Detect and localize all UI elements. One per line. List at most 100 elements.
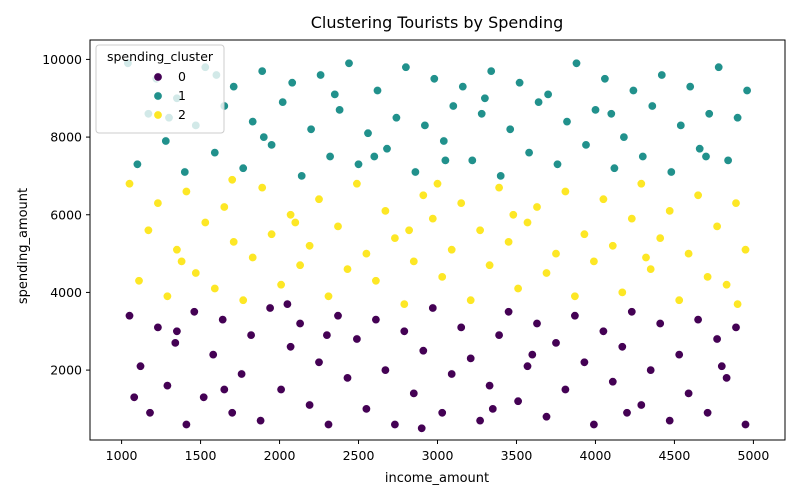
point-cluster-2 bbox=[703, 272, 713, 282]
point-cluster-2 bbox=[323, 291, 333, 301]
point-cluster-0 bbox=[560, 384, 570, 394]
point-cluster-1 bbox=[248, 117, 258, 127]
point-cluster-1 bbox=[676, 120, 686, 130]
point-cluster-0 bbox=[322, 330, 332, 340]
point-cluster-2 bbox=[314, 194, 324, 204]
point-cluster-2 bbox=[712, 221, 722, 231]
point-cluster-0 bbox=[608, 377, 618, 387]
point-cluster-2 bbox=[684, 249, 694, 259]
point-cluster-1 bbox=[161, 136, 171, 146]
point-cluster-0 bbox=[456, 322, 466, 332]
point-cluster-0 bbox=[237, 369, 247, 379]
point-cluster-2 bbox=[475, 225, 485, 235]
point-cluster-1 bbox=[628, 86, 638, 96]
point-cluster-2 bbox=[579, 229, 589, 239]
point-cluster-0 bbox=[693, 315, 703, 325]
point-cluster-0 bbox=[731, 322, 741, 332]
point-cluster-0 bbox=[409, 388, 419, 398]
point-cluster-1 bbox=[467, 155, 477, 165]
point-cluster-1 bbox=[619, 132, 629, 142]
point-cluster-0 bbox=[417, 423, 427, 433]
point-cluster-0 bbox=[246, 330, 256, 340]
point-cluster-0 bbox=[522, 361, 532, 371]
point-cluster-2 bbox=[693, 190, 703, 200]
point-cluster-0 bbox=[513, 396, 523, 406]
point-cluster-2 bbox=[200, 218, 210, 228]
point-cluster-2 bbox=[432, 179, 442, 189]
point-cluster-2 bbox=[172, 245, 182, 255]
point-cluster-2 bbox=[153, 198, 163, 208]
legend-label-1: 1 bbox=[178, 88, 186, 103]
point-cluster-0 bbox=[323, 419, 333, 429]
point-cluster-1 bbox=[581, 140, 591, 150]
point-cluster-2 bbox=[646, 264, 656, 274]
points-layer bbox=[123, 58, 752, 433]
point-cluster-0 bbox=[361, 404, 371, 414]
point-cluster-0 bbox=[129, 392, 139, 402]
point-cluster-0 bbox=[532, 318, 542, 328]
point-cluster-1 bbox=[647, 101, 657, 111]
point-cluster-2 bbox=[418, 190, 428, 200]
point-cluster-2 bbox=[508, 210, 518, 220]
point-cluster-2 bbox=[617, 287, 627, 297]
point-cluster-0 bbox=[712, 334, 722, 344]
point-cluster-0 bbox=[227, 408, 237, 418]
point-cluster-1 bbox=[325, 152, 335, 162]
point-cluster-2 bbox=[551, 249, 561, 259]
point-cluster-0 bbox=[218, 315, 228, 325]
point-cluster-2 bbox=[125, 179, 135, 189]
point-cluster-1 bbox=[382, 144, 392, 154]
point-cluster-0 bbox=[627, 307, 637, 317]
point-cluster-1 bbox=[534, 97, 544, 107]
point-cluster-1 bbox=[448, 101, 458, 111]
point-cluster-1 bbox=[505, 124, 515, 134]
y-tick-label: 6000 bbox=[50, 207, 82, 222]
point-cluster-0 bbox=[674, 350, 684, 360]
point-cluster-0 bbox=[740, 419, 750, 429]
y-tick-label: 2000 bbox=[50, 363, 82, 378]
point-cluster-0 bbox=[579, 357, 589, 367]
point-cluster-0 bbox=[125, 311, 135, 321]
axes-layer: 1000 1500 2000 2500 3000 3500 4000 4500 5000 2000… bbox=[42, 52, 769, 463]
point-cluster-2 bbox=[286, 210, 296, 220]
legend-box bbox=[95, 44, 225, 134]
chart-title: Clustering Tourists by Spending bbox=[311, 13, 564, 32]
x-tick-label: 2500 bbox=[343, 448, 375, 463]
point-cluster-2 bbox=[333, 221, 343, 231]
legend-label-0: 0 bbox=[178, 69, 186, 84]
point-cluster-1 bbox=[657, 70, 667, 80]
point-cluster-2 bbox=[513, 283, 523, 293]
point-cluster-0 bbox=[665, 416, 675, 426]
point-cluster-2 bbox=[409, 256, 419, 266]
point-cluster-1 bbox=[330, 89, 340, 99]
legend-title: spending_cluster bbox=[107, 49, 214, 64]
point-cluster-1 bbox=[480, 93, 490, 103]
point-cluster-2 bbox=[733, 299, 743, 309]
point-cluster-2 bbox=[210, 283, 220, 293]
point-cluster-2 bbox=[641, 253, 651, 263]
point-cluster-2 bbox=[248, 253, 258, 263]
point-cluster-0 bbox=[282, 299, 292, 309]
point-cluster-0 bbox=[717, 361, 727, 371]
point-cluster-1 bbox=[496, 171, 506, 181]
x-tick-label: 3500 bbox=[501, 448, 533, 463]
point-cluster-2 bbox=[437, 272, 447, 282]
point-cluster-0 bbox=[342, 373, 352, 383]
point-cluster-1 bbox=[420, 120, 430, 130]
point-cluster-2 bbox=[295, 260, 305, 270]
point-cluster-0 bbox=[305, 400, 315, 410]
legend-marker-2 bbox=[153, 110, 163, 120]
point-cluster-2 bbox=[627, 214, 637, 224]
point-cluster-0 bbox=[589, 419, 599, 429]
point-cluster-0 bbox=[208, 350, 218, 360]
point-cluster-2 bbox=[589, 256, 599, 266]
point-cluster-2 bbox=[504, 237, 514, 247]
point-cluster-2 bbox=[665, 206, 675, 216]
point-cluster-0 bbox=[145, 408, 155, 418]
point-cluster-0 bbox=[494, 330, 504, 340]
point-cluster-1 bbox=[486, 66, 496, 76]
point-cluster-1 bbox=[353, 159, 363, 169]
point-cluster-1 bbox=[391, 113, 401, 123]
point-cluster-0 bbox=[437, 408, 447, 418]
point-cluster-0 bbox=[570, 311, 580, 321]
